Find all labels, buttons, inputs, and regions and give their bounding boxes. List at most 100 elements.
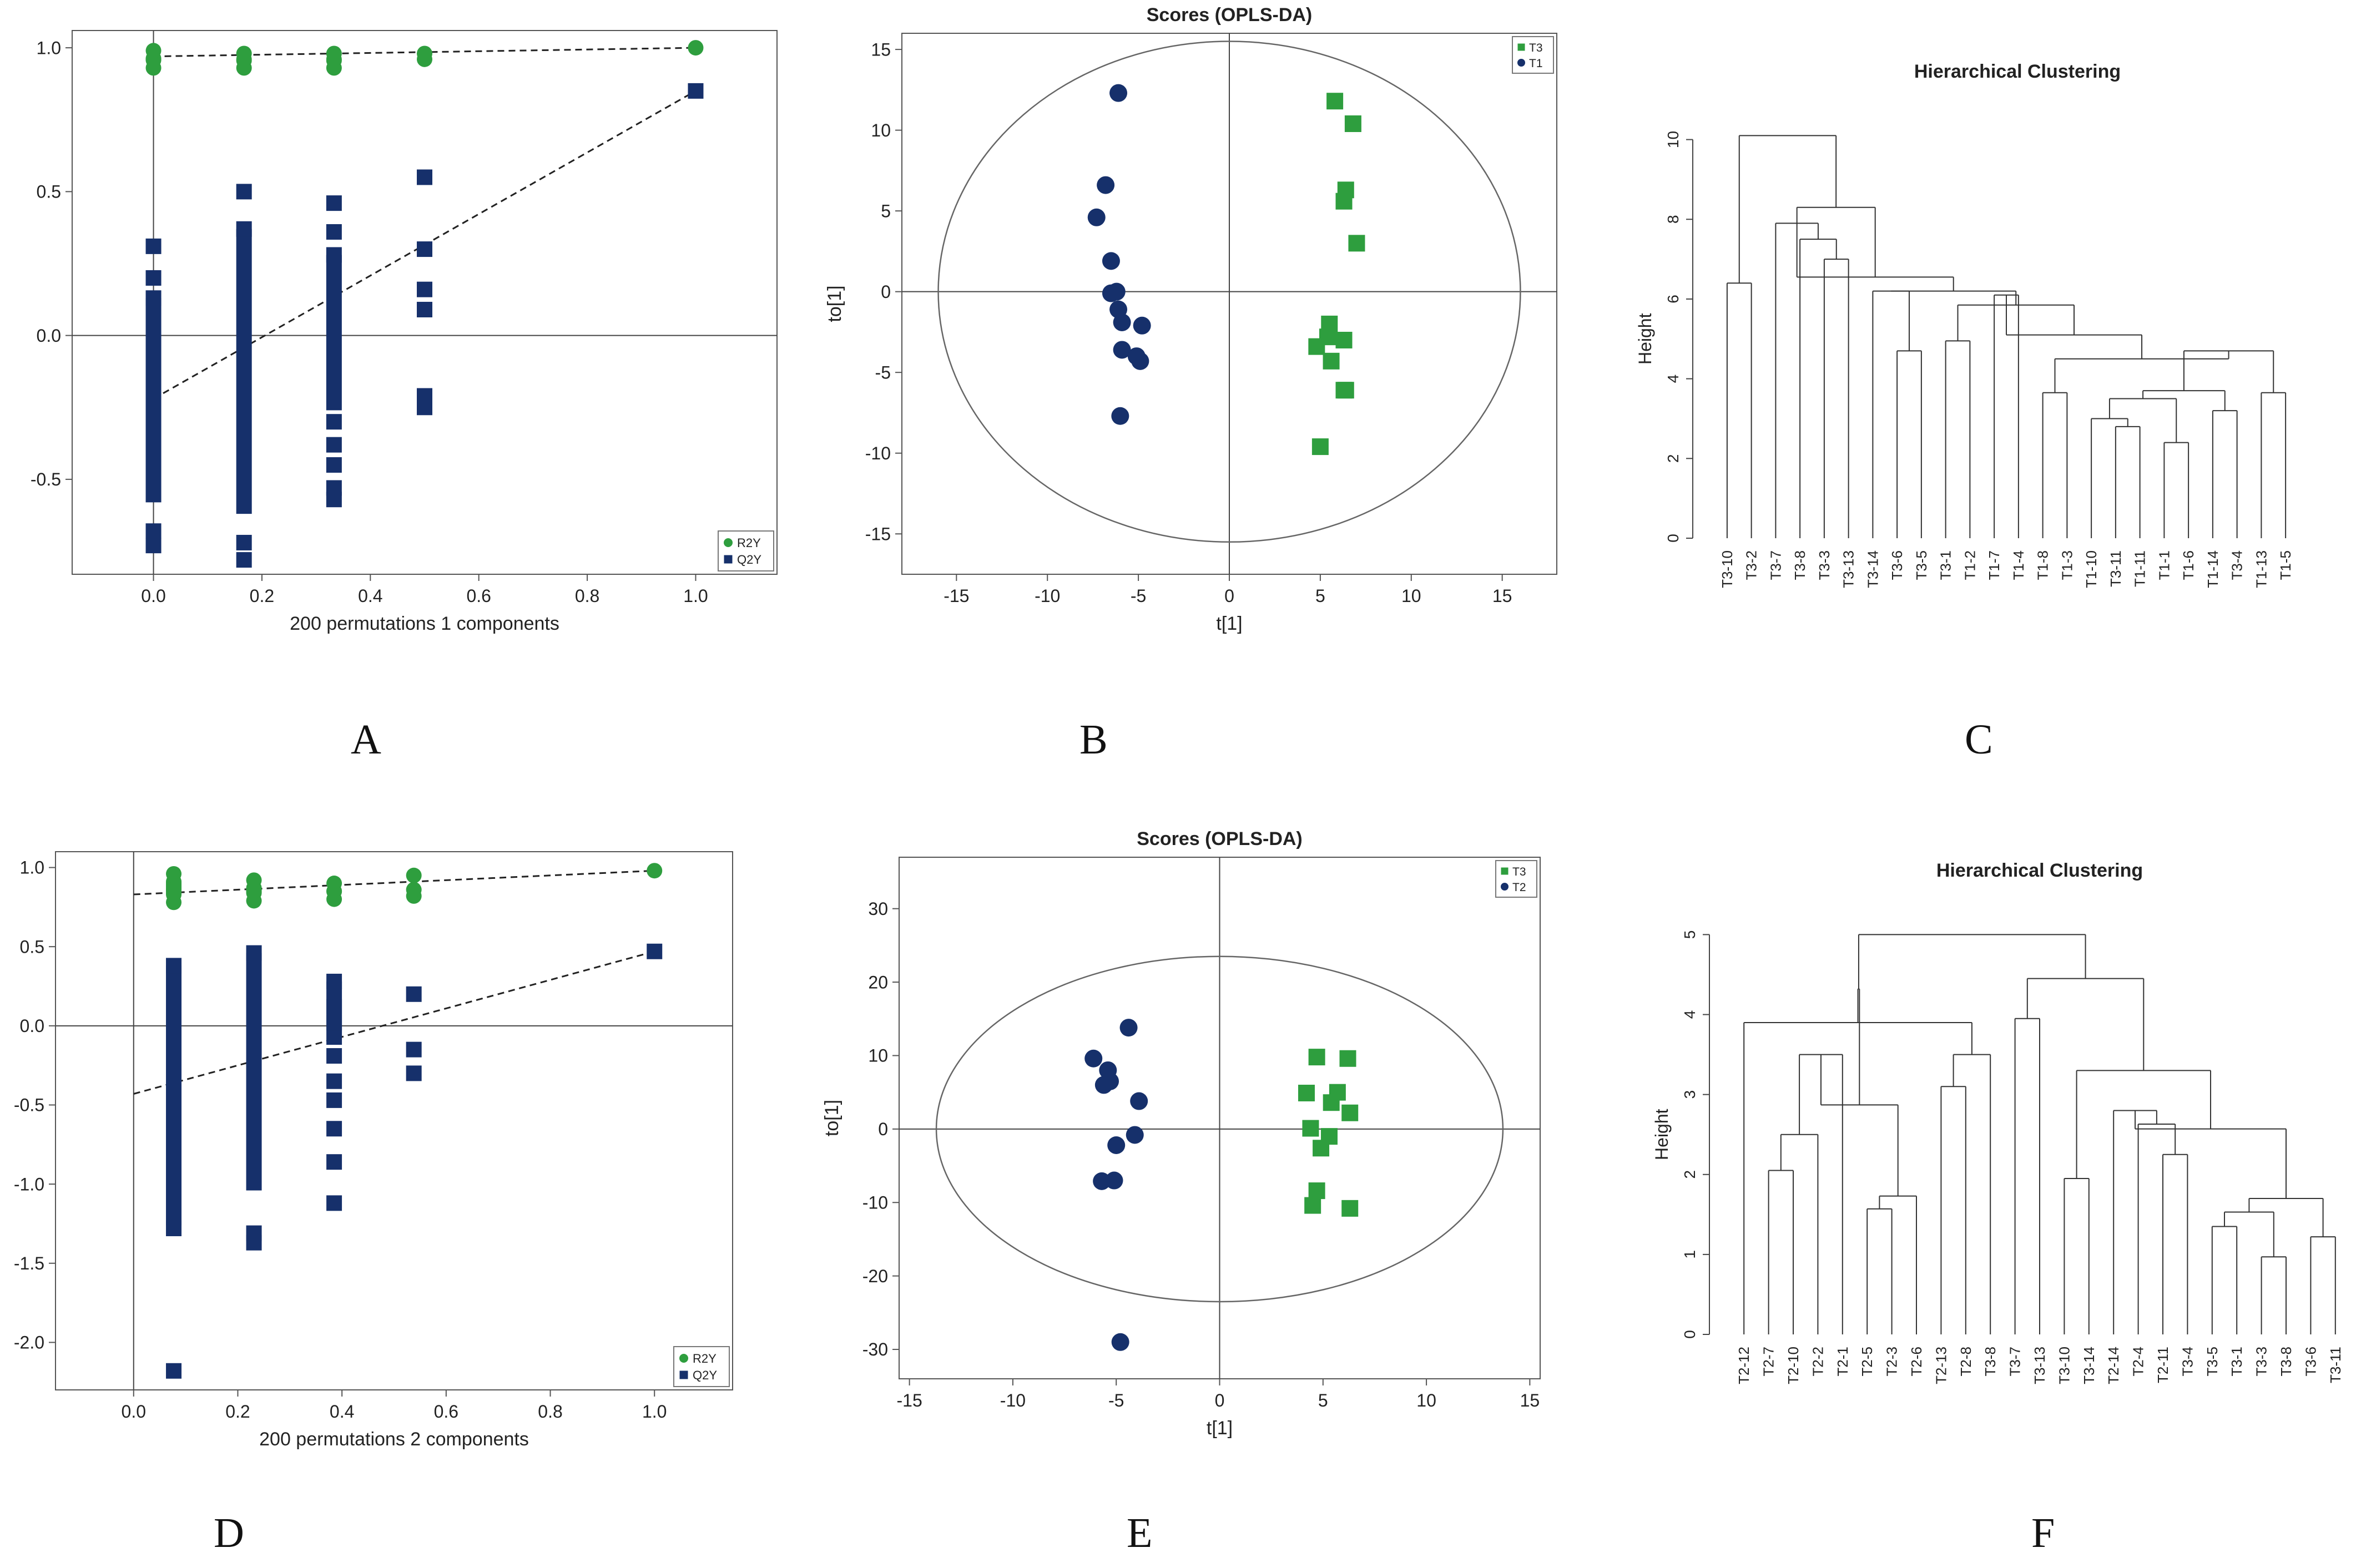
x-tick-label: 10 [1416,1390,1436,1410]
leaf-label: T1-14 [2204,550,2221,588]
q2y-point [236,221,252,237]
legend-q2y-marker [724,555,733,564]
leaf-label: T1-6 [2180,550,2197,580]
q2y-point [326,999,342,1015]
y-tick-label: 0 [1664,534,1682,543]
x-tick-label: 10 [1401,586,1421,606]
x-tick-label: 0.6 [434,1402,458,1422]
q2y-point [326,224,342,240]
y-tick-label: -10 [862,1192,888,1212]
panel-c: Hierarchical Clustering 0 2 4 6 8 10 Height T3-1… [1565,0,2356,682]
q2y-point [417,301,432,317]
leaf-label: T3-8 [2278,1347,2294,1376]
q2y-point [236,552,252,568]
r2y-point [647,863,663,879]
leaf-label: T3-6 [1889,550,1905,580]
y-tick-label: 5 [881,201,891,221]
chart-title: Scores (OPLS-DA) [1147,4,1313,26]
q2y-point [417,241,432,257]
q2y-trend-line [133,950,655,1095]
score-point-t2 [1107,1136,1126,1154]
leaf-label: T3-11 [2107,550,2124,587]
r2y-point [246,872,262,888]
legend-marker-t2 [1501,883,1509,891]
r2y-point [326,876,342,892]
score-point-t2 [1119,1019,1138,1037]
x-tick-label: 5 [1315,586,1325,606]
plot-frame [72,30,778,575]
score-point-t1 [1133,316,1151,335]
q2y-point [236,184,252,200]
leaf-label: T1-7 [1986,550,2002,580]
panel-d: 0.0 0.2 0.4 0.6 0.8 1.0 -2.0 -1.5 -1.0 -0.5 0.0 0.5… [0,810,788,1493]
legend-r2y-label: R2Y [737,536,761,550]
score-point-t3 [1341,1200,1359,1217]
leaf-label: T3-6 [2302,1347,2319,1376]
chart-title: Scores (OPLS-DA) [1137,828,1303,849]
legend-q2y-label: Q2Y [693,1368,717,1382]
score-point-t3 [1308,1049,1325,1066]
y-tick-label: 4 [1664,375,1682,383]
score-point-t3 [1344,115,1361,132]
score-point-t3 [1341,1104,1359,1121]
score-point-t3 [1311,438,1329,456]
leaf-label: T1-8 [2035,550,2051,580]
chart-b: Scores (OPLS-DA) -15 -10 -5 0 5 10 15 -15 -10 -5 0 5… [824,4,1557,634]
q2y-bar [145,298,162,503]
score-point-t1 [1107,282,1126,301]
legend-label-t1: T1 [1529,57,1543,70]
r2y-point [326,45,342,62]
y-tick-label: -15 [865,524,891,544]
score-point-t2 [1130,1092,1148,1110]
q2y-point [166,1221,182,1236]
score-point-t3 [1323,1094,1340,1111]
leaf-label: T2-3 [1884,1347,1900,1376]
score-point-t3 [1335,193,1353,210]
y-tick-label: -20 [862,1266,888,1286]
q2y-point [145,523,162,539]
x-tick-label: 0.2 [225,1402,250,1422]
score-point-t2 [1094,1076,1113,1094]
legend-box [718,530,774,571]
q2y-point [246,945,262,961]
x-tick-label: 0 [1224,586,1234,606]
leaf-label: T3-11 [2327,1347,2344,1383]
legend-q2y-marker [679,1370,688,1379]
y-tick-label: -0.5 [31,469,61,489]
y-tick-label: 10 [871,120,891,140]
y-tick-label: -1.5 [14,1253,44,1273]
leaf-label: T3-10 [1719,550,1736,588]
y-tick-label: 2 [1681,1170,1698,1179]
q2y-point [647,943,663,959]
leaf-label: T1-11 [2132,550,2148,587]
chart-e: Scores (OPLS-DA) -15 -10 -5 0 5 10 15 -30 -20 -10 0… [821,828,1541,1439]
y-tick-label: -5 [875,362,891,382]
y-tick-label: 10 [1664,131,1682,148]
chart-f: Hierarchical Clustering 0 1 2 3 4 5 Height T2-12… [1652,860,2344,1384]
leaf-label: T3-8 [1982,1347,1999,1376]
q2y-point [246,1225,262,1241]
leaf-label: T2-2 [1809,1347,1826,1376]
y-tick-label: 4 [1681,1010,1698,1019]
legend-box [1495,860,1537,898]
x-tick-label: 15 [1520,1390,1540,1410]
r2y-trend-line [133,869,655,896]
panel-label-c: C [1965,716,1993,763]
panel-e: Scores (OPLS-DA) -15 -10 -5 0 5 10 15 -30 -20 -10 0… [788,810,1565,1493]
score-point-t1 [1097,176,1115,194]
panel-label-f: F [2031,1510,2055,1556]
q2y-point [326,414,342,430]
leaf-label: T3-14 [2081,1347,2097,1384]
y-tick-label: 30 [868,899,888,919]
hotelling-ellipse [935,955,1504,1303]
y-tick-label: -0.5 [14,1095,44,1115]
y-tick-label: 1.0 [37,38,61,58]
leaf-label: T3-4 [2179,1347,2196,1376]
y-tick-label: 3 [1681,1090,1698,1099]
q2y-point [326,437,342,453]
score-point-t2 [1084,1049,1103,1068]
leaf-label: T2-14 [2105,1347,2122,1384]
q2y-point [145,238,162,254]
leaf-label: T2-11 [2155,1347,2171,1383]
legend-marker-t3 [1501,867,1509,875]
